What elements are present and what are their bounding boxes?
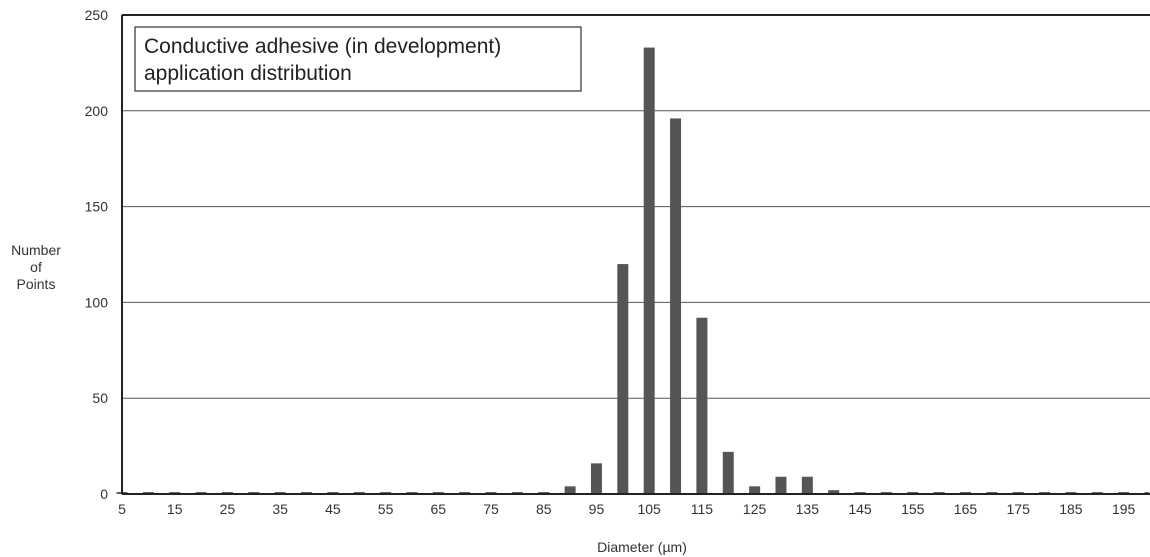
y-tick-labels: 0 50 100 150 200 250 (85, 7, 109, 502)
x-tick-labels: 5 15 25 35 45 55 65 75 85 95 105 115 125 135 145 155 165… (118, 501, 1135, 517)
bar-100 (617, 264, 629, 494)
x-tick-label-115: 115 (691, 501, 714, 517)
chart-title-line-1: Conductive adhesive (in development) (144, 35, 501, 58)
y-tick-label-250: 250 (85, 7, 109, 23)
y-tick-label-100: 100 (85, 294, 109, 310)
bar-110 (670, 118, 682, 495)
bar-120 (722, 451, 734, 494)
x-tick-label-195: 195 (1112, 501, 1136, 517)
bar-115 (696, 317, 708, 494)
x-tick-label-175: 175 (1007, 501, 1031, 517)
x-tick-label-105: 105 (637, 501, 661, 517)
bar-105 (643, 47, 655, 495)
y-tick-label-50: 50 (92, 390, 108, 406)
x-tick-label-15: 15 (167, 501, 183, 517)
x-axis-title: Diameter (µm) (597, 539, 687, 555)
x-tick-label-5: 5 (118, 501, 126, 517)
bar-130 (775, 476, 787, 494)
y-tick-label-0: 0 (100, 486, 108, 502)
bar-135 (801, 476, 813, 494)
x-tick-label-55: 55 (378, 501, 394, 517)
x-tick-label-95: 95 (589, 501, 605, 517)
x-tick-label-185: 185 (1059, 501, 1083, 517)
x-tick-label-165: 165 (954, 501, 978, 517)
bar-95 (590, 463, 602, 494)
y-axis-title: Number of Points (11, 242, 61, 292)
y-tick-label-200: 200 (85, 103, 109, 119)
y-axis-title-line-2: of (30, 259, 42, 275)
x-tick-label-35: 35 (272, 501, 288, 517)
bar-90 (564, 486, 576, 494)
bar-140 (828, 490, 840, 494)
x-tick-label-65: 65 (431, 501, 447, 517)
bars (116, 47, 1149, 495)
x-tick-label-85: 85 (536, 501, 552, 517)
plot-frame (121, 14, 1150, 495)
chart-title-line-2: application distribution (144, 62, 352, 85)
title-box-border (134, 26, 582, 92)
grid-lines (122, 110, 1150, 399)
x-tick-label-75: 75 (483, 501, 499, 517)
y-axis-title-line-1: Number (11, 242, 61, 258)
x-tick-label-135: 135 (796, 501, 820, 517)
x-tick-label-45: 45 (325, 501, 341, 517)
y-tick-label-150: 150 (85, 199, 109, 215)
x-tick-label-125: 125 (743, 501, 767, 517)
x-tick-label-145: 145 (848, 501, 872, 517)
y-axis-title-line-3: Points (17, 276, 56, 292)
x-tick-label-25: 25 (220, 501, 236, 517)
chart-title-box: Conductive adhesive (in development) app… (134, 26, 582, 92)
x-tick-label-155: 155 (901, 501, 925, 517)
bar-125 (749, 486, 761, 494)
